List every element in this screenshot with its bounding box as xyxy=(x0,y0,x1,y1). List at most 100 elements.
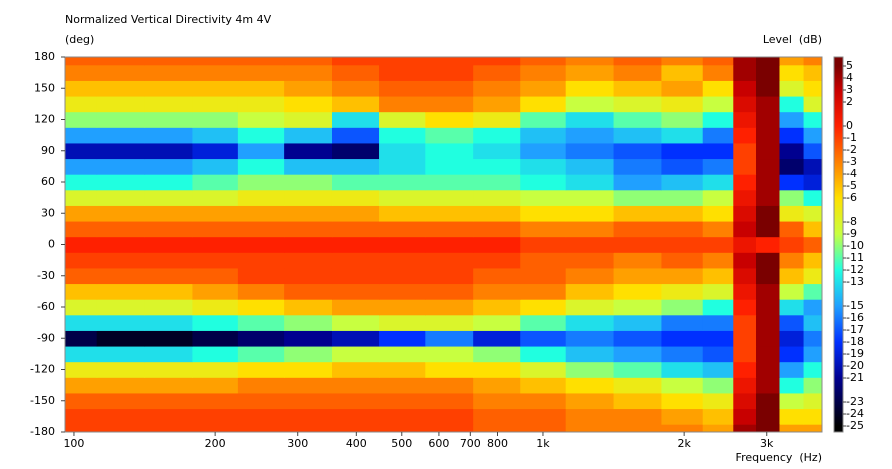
colorbar-strip xyxy=(834,287,843,289)
colorbar-strip xyxy=(834,280,843,282)
colorbar-strip xyxy=(834,219,843,221)
colorbar-strip xyxy=(834,304,843,306)
colorbar-strip xyxy=(834,122,843,124)
heat-cell xyxy=(702,361,734,378)
colorbar-strip xyxy=(834,247,843,249)
colorbar-tick-label: -1 xyxy=(846,131,857,144)
heat-cell xyxy=(779,205,805,222)
heat-cell xyxy=(331,236,380,253)
colorbar-strip xyxy=(834,106,843,108)
colorbar-strip xyxy=(834,321,843,323)
colorbar-strip xyxy=(834,149,843,151)
heat-cell xyxy=(425,64,474,81)
heat-cell xyxy=(65,142,98,160)
colorbar-tick-label: -5 xyxy=(846,179,857,192)
heat-cell xyxy=(779,377,805,394)
colorbar-strip xyxy=(834,263,843,265)
colorbar-strip xyxy=(834,409,843,411)
colorbar-strip xyxy=(834,404,843,406)
heat-cell xyxy=(702,80,734,97)
colorbar-strip xyxy=(834,145,843,147)
colorbar-strip xyxy=(834,313,843,315)
colorbar-strip xyxy=(834,215,843,217)
heat-cell xyxy=(565,236,615,253)
heat-cell xyxy=(733,252,757,269)
heat-cell xyxy=(702,392,734,410)
heat-cell xyxy=(803,346,823,363)
heat-cell xyxy=(331,408,380,425)
colorbar-strip xyxy=(834,243,843,245)
colorbar-strip xyxy=(834,251,843,253)
y-tick-label: 180 xyxy=(34,50,55,63)
colorbar-strip xyxy=(834,336,843,338)
heat-cell xyxy=(379,111,426,128)
heat-cell xyxy=(96,111,146,128)
heat-cell xyxy=(756,57,780,66)
heat-cell xyxy=(65,189,98,206)
heat-cell xyxy=(520,392,567,410)
heat-cell xyxy=(425,408,474,425)
heat-cell xyxy=(144,64,193,81)
colorbar-strip xyxy=(834,417,843,419)
colorbar-strip xyxy=(834,303,843,305)
heat-cell xyxy=(473,299,521,316)
heat-cell xyxy=(65,299,98,316)
colorbar-strip xyxy=(834,181,843,183)
heat-cell xyxy=(613,377,662,394)
colorbar-strip xyxy=(834,368,843,370)
colorbar-strip xyxy=(834,147,843,149)
heat-cell xyxy=(661,299,704,316)
colorbar-strip xyxy=(834,297,843,299)
heat-cell xyxy=(613,299,662,316)
colorbar-strip xyxy=(834,264,843,266)
colorbar-strip xyxy=(834,113,843,115)
colorbar-strip xyxy=(834,430,843,432)
heat-cell xyxy=(284,299,333,316)
colorbar-strip xyxy=(834,125,843,127)
heat-cell xyxy=(473,57,521,66)
heat-cell xyxy=(284,424,333,433)
colorbar-strip xyxy=(834,146,843,148)
heat-cell xyxy=(473,111,521,128)
colorbar-strip xyxy=(834,117,843,119)
heat-cell xyxy=(284,96,333,113)
colorbar-strip xyxy=(834,68,843,70)
heat-cell xyxy=(284,80,333,97)
x-tick-label: 600 xyxy=(428,437,449,450)
colorbar-strip xyxy=(834,129,843,131)
heat-cell xyxy=(520,174,567,191)
colorbar-strip xyxy=(834,312,843,314)
heat-cell xyxy=(284,111,333,128)
colorbar-strip xyxy=(834,65,843,67)
colorbar-strip xyxy=(834,123,843,125)
heat-cell xyxy=(756,111,780,128)
colorbar-strip xyxy=(834,71,843,73)
heat-cell xyxy=(756,330,780,347)
heat-cell xyxy=(65,330,98,347)
heat-cell xyxy=(331,158,380,175)
heat-cell xyxy=(613,189,662,206)
heat-cell xyxy=(733,80,757,97)
heat-cell xyxy=(756,205,780,222)
y-tick-label: -60 xyxy=(37,300,55,313)
heat-cell xyxy=(613,142,662,160)
heat-cell xyxy=(96,424,146,433)
heat-cell xyxy=(779,252,805,269)
colorbar-strip xyxy=(834,92,843,94)
heat-cell xyxy=(425,158,474,175)
colorbar-strip xyxy=(834,180,843,182)
colorbar-tick-label: 2 xyxy=(846,95,853,108)
heat-cell xyxy=(661,205,704,222)
heat-cell xyxy=(565,221,615,238)
heat-cell xyxy=(661,424,704,433)
colorbar-strip xyxy=(834,110,843,112)
heat-cell xyxy=(425,96,474,113)
colorbar-strip xyxy=(834,58,843,60)
heat-cell xyxy=(756,299,780,316)
heat-cell xyxy=(96,267,146,285)
colorbar-strip xyxy=(834,294,843,296)
heat-cell xyxy=(96,80,146,97)
colorbar-tick-label: -3 xyxy=(846,155,857,168)
colorbar-strip xyxy=(834,185,843,187)
colorbar-strip xyxy=(834,419,843,421)
